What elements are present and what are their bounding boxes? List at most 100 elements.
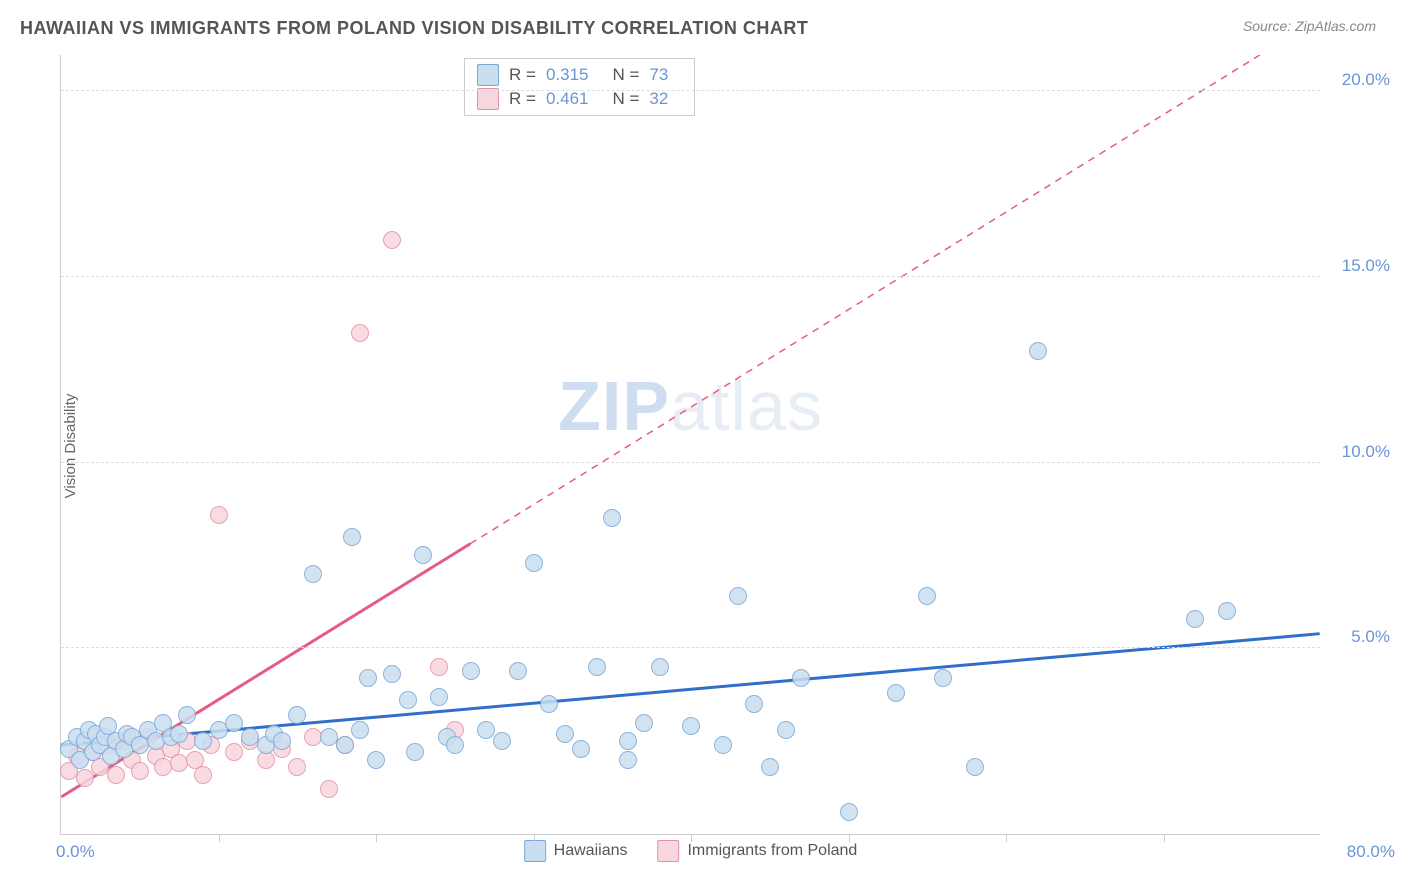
- data-point: [304, 565, 322, 583]
- data-point: [1029, 342, 1047, 360]
- data-point: [210, 506, 228, 524]
- data-point: [406, 743, 424, 761]
- data-point: [359, 669, 377, 687]
- data-point: [635, 714, 653, 732]
- x-axis-min-label: 0.0%: [56, 842, 95, 862]
- legend-item-poland: Immigrants from Poland: [657, 840, 857, 862]
- data-point: [840, 803, 858, 821]
- chart-title: HAWAIIAN VS IMMIGRANTS FROM POLAND VISIO…: [20, 18, 808, 39]
- gridline-horizontal: [61, 462, 1320, 463]
- gridline-horizontal: [61, 90, 1320, 91]
- data-point: [1218, 602, 1236, 620]
- data-point: [288, 706, 306, 724]
- bottom-legend: Hawaiians Immigrants from Poland: [524, 840, 858, 862]
- x-tick: [219, 834, 220, 842]
- chart-container: HAWAIIAN VS IMMIGRANTS FROM POLAND VISIO…: [0, 0, 1406, 892]
- plot-area: ZIPatlas R = 0.315 N = 73 R = 0.461 N = …: [60, 55, 1320, 835]
- data-point: [761, 758, 779, 776]
- stats-r-label: R =: [509, 89, 536, 109]
- stats-n-value: 32: [649, 89, 668, 109]
- stats-n-label: N =: [612, 65, 639, 85]
- data-point: [745, 695, 763, 713]
- data-point: [430, 688, 448, 706]
- stats-r-value: 0.461: [546, 89, 589, 109]
- data-point: [603, 509, 621, 527]
- data-point: [351, 721, 369, 739]
- stats-r-label: R =: [509, 65, 536, 85]
- data-point: [887, 684, 905, 702]
- data-point: [194, 766, 212, 784]
- x-tick: [534, 834, 535, 842]
- data-point: [131, 762, 149, 780]
- data-point: [288, 758, 306, 776]
- stats-n-value: 73: [649, 65, 668, 85]
- gridline-horizontal: [61, 276, 1320, 277]
- data-point: [792, 669, 810, 687]
- stats-box: R = 0.315 N = 73 R = 0.461 N = 32: [464, 58, 695, 116]
- data-point: [399, 691, 417, 709]
- legend-swatch-hawaiians: [524, 840, 546, 862]
- data-point: [367, 751, 385, 769]
- data-point: [540, 695, 558, 713]
- data-point: [572, 740, 590, 758]
- x-tick: [376, 834, 377, 842]
- y-tick-label: 10.0%: [1342, 442, 1390, 462]
- data-point: [714, 736, 732, 754]
- data-point: [320, 780, 338, 798]
- x-tick: [691, 834, 692, 842]
- data-point: [918, 587, 936, 605]
- data-point: [383, 665, 401, 683]
- stats-r-value: 0.315: [546, 65, 589, 85]
- data-point: [509, 662, 527, 680]
- legend-label: Hawaiians: [554, 842, 628, 860]
- data-point: [966, 758, 984, 776]
- data-point: [619, 732, 637, 750]
- data-point: [1186, 610, 1204, 628]
- data-point: [588, 658, 606, 676]
- stats-swatch-poland: [477, 88, 499, 110]
- x-axis-max-label: 80.0%: [1347, 842, 1395, 862]
- legend-label: Immigrants from Poland: [687, 842, 857, 860]
- data-point: [493, 732, 511, 750]
- data-point: [178, 706, 196, 724]
- y-tick-label: 5.0%: [1351, 627, 1390, 647]
- data-point: [525, 554, 543, 572]
- y-tick-label: 20.0%: [1342, 70, 1390, 90]
- data-point: [273, 732, 291, 750]
- x-tick: [849, 834, 850, 842]
- y-tick-label: 15.0%: [1342, 256, 1390, 276]
- stats-swatch-hawaiians: [477, 64, 499, 86]
- legend-item-hawaiians: Hawaiians: [524, 840, 628, 862]
- data-point: [777, 721, 795, 739]
- data-point: [343, 528, 361, 546]
- data-point: [225, 743, 243, 761]
- watermark: ZIPatlas: [558, 366, 823, 446]
- data-point: [76, 769, 94, 787]
- gridline-horizontal: [61, 647, 1320, 648]
- data-point: [383, 231, 401, 249]
- data-point: [682, 717, 700, 735]
- data-point: [414, 546, 432, 564]
- watermark-zip: ZIP: [558, 367, 670, 445]
- data-point: [651, 658, 669, 676]
- data-point: [430, 658, 448, 676]
- stats-row: R = 0.315 N = 73: [477, 63, 682, 87]
- data-point: [351, 324, 369, 342]
- x-tick: [1164, 834, 1165, 842]
- data-point: [170, 725, 188, 743]
- data-point: [462, 662, 480, 680]
- data-point: [194, 732, 212, 750]
- data-point: [225, 714, 243, 732]
- legend-swatch-poland: [657, 840, 679, 862]
- data-point: [729, 587, 747, 605]
- watermark-atlas: atlas: [670, 367, 823, 445]
- stats-n-label: N =: [612, 89, 639, 109]
- data-point: [934, 669, 952, 687]
- data-point: [556, 725, 574, 743]
- data-point: [107, 766, 125, 784]
- data-point: [336, 736, 354, 754]
- data-point: [477, 721, 495, 739]
- source-attribution: Source: ZipAtlas.com: [1243, 18, 1376, 34]
- data-point: [446, 736, 464, 754]
- x-tick: [1006, 834, 1007, 842]
